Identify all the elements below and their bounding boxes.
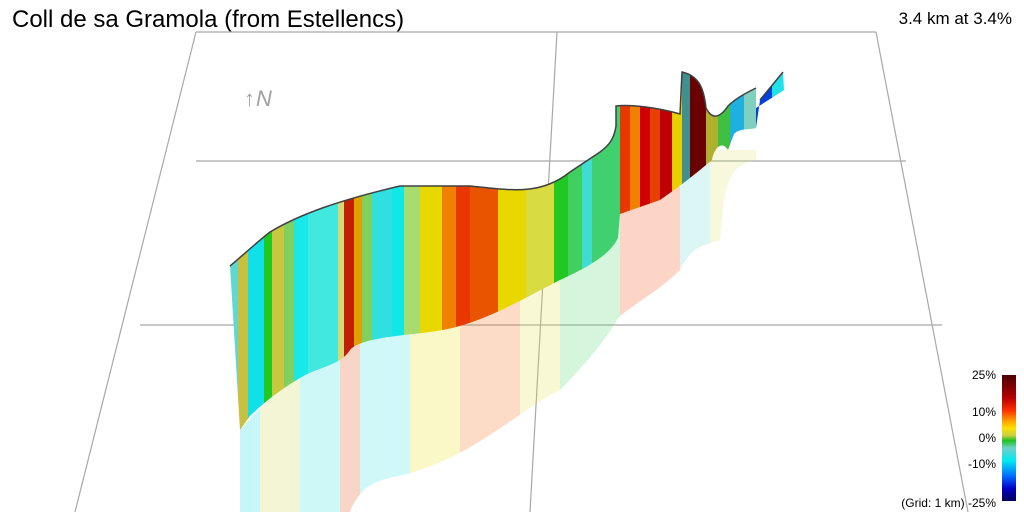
legend-tick-neg25-value: -25%	[967, 496, 996, 510]
climb-summary: 3.4 km at 3.4%	[898, 9, 1012, 28]
legend-tick-25: 25%	[971, 368, 996, 382]
legend-tick-neg10: -10%	[967, 457, 996, 471]
ground-grid	[74, 31, 969, 512]
grid-note: (Grid: 1 km)	[901, 496, 965, 510]
north-arrow-icon: ↑N	[244, 86, 273, 111]
legend-tick-10: 10%	[971, 405, 996, 419]
gradient-colorbar	[1002, 375, 1016, 501]
legend-tick-neg25: (Grid: 1 km) -25%	[901, 496, 996, 510]
chart-title: Coll de sa Gramola (from Estellencs)	[12, 6, 405, 33]
legend-tick-0: 0%	[978, 431, 996, 445]
profile-top-edge	[229, 71, 784, 267]
